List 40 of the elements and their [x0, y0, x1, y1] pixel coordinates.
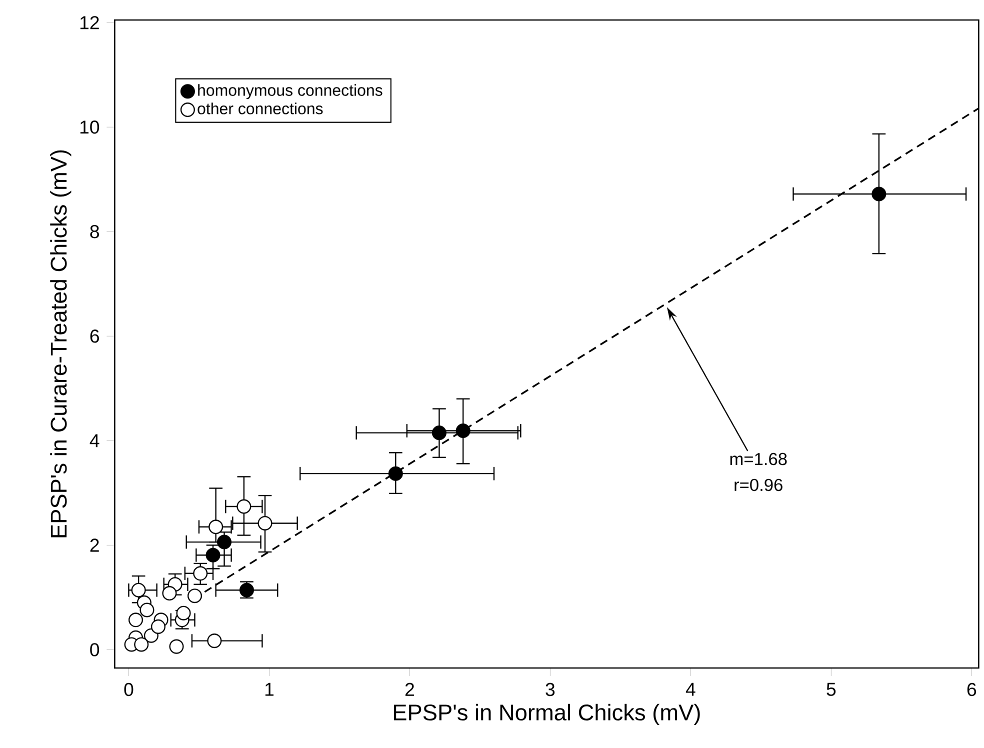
x-axis-title: EPSP's in Normal Chicks (mV): [394, 704, 700, 725]
point: [872, 186, 886, 202]
point: [258, 516, 272, 530]
point: [162, 586, 177, 601]
y-tick-label: 6: [90, 330, 99, 343]
point: [169, 639, 184, 654]
y-tick-label: 2: [90, 538, 99, 552]
y-tick-label: 10: [80, 120, 100, 134]
annotation: m=1.68: [730, 452, 787, 466]
x-tick-label: 3: [546, 682, 555, 696]
point: [456, 423, 470, 438]
x-tick-label: 6: [967, 682, 976, 696]
legend-label: homonymous connections: [198, 84, 382, 100]
y-axis-title: EPSP's in Curare-Treated Chicks (mV): [50, 150, 72, 538]
point: [206, 548, 220, 562]
annotation: r=0.96: [734, 478, 782, 492]
x-tick-label: 1: [265, 682, 274, 696]
y-tick-label: 8: [90, 225, 99, 238]
point: [128, 612, 144, 628]
y-tick-label: 0: [90, 643, 100, 656]
y-tick-label: 12: [80, 16, 99, 30]
point: [187, 588, 202, 604]
legend-label: other connections: [198, 102, 323, 114]
point: [388, 466, 403, 481]
x-tick-label: 2: [405, 682, 414, 696]
x-tick-label: 4: [686, 682, 696, 696]
x-tick-label: 0: [124, 682, 134, 696]
point: [150, 619, 166, 634]
point: [131, 582, 146, 598]
y-tick-label: 4: [90, 434, 100, 448]
point: [176, 606, 191, 620]
point: [140, 602, 154, 618]
point: [216, 534, 232, 550]
point: [134, 637, 149, 652]
point: [208, 520, 224, 534]
point: [236, 499, 252, 514]
point: [193, 566, 208, 581]
point: [207, 634, 222, 648]
x-tick-label: 5: [826, 682, 836, 696]
point: [432, 426, 446, 440]
